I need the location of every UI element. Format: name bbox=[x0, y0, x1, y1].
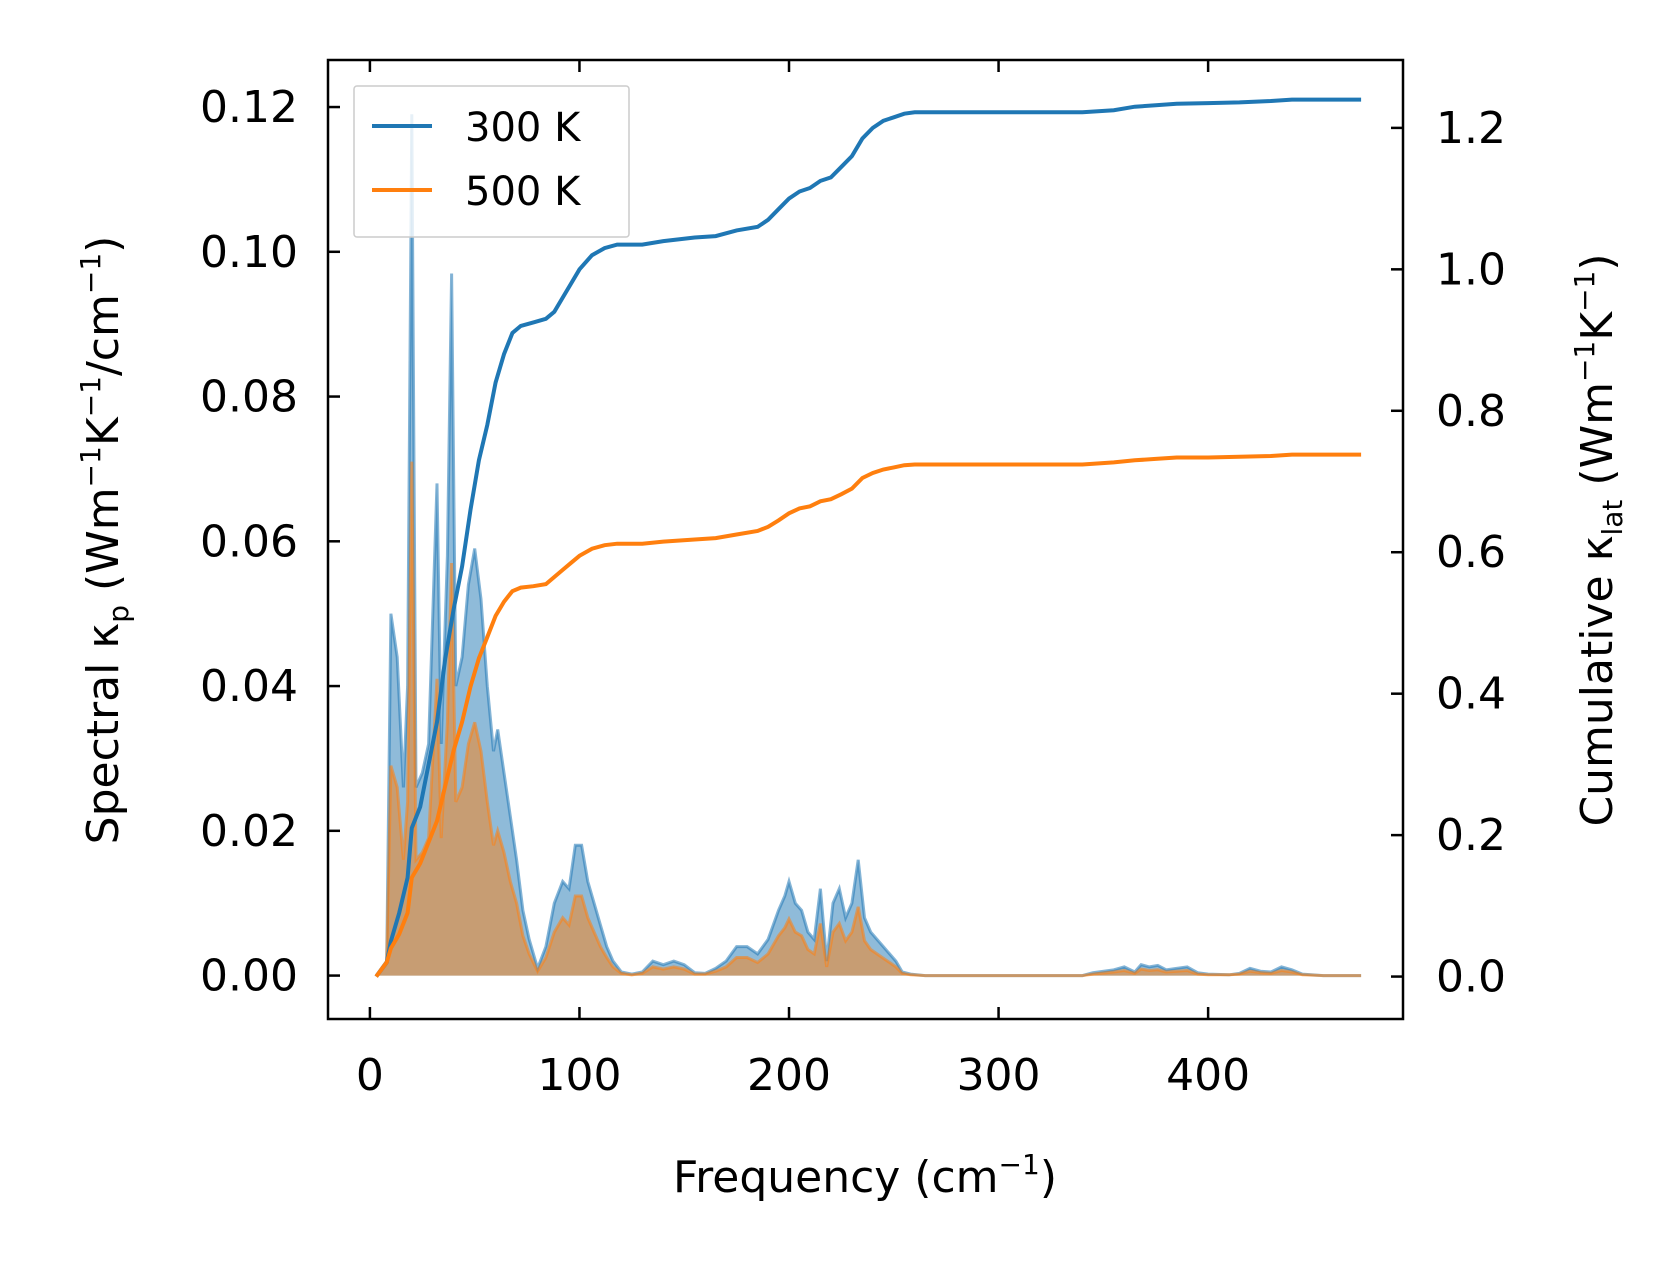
left-y-tick-label: 0.06 bbox=[200, 516, 298, 567]
right-y-axis-label: Cumulative κlat (Wm−1K−1) bbox=[1568, 253, 1629, 826]
x-tick-label: 400 bbox=[1166, 1050, 1250, 1101]
legend-label-500k: 500 K bbox=[465, 169, 582, 215]
left-y-tick-label: 0.04 bbox=[200, 661, 298, 712]
right-y-tick-label: 0.8 bbox=[1436, 386, 1506, 437]
right-y-tick-label: 0.2 bbox=[1436, 810, 1506, 861]
right-y-tick-label: 0.4 bbox=[1436, 669, 1506, 720]
cumulative-line-300k bbox=[374, 97, 1362, 978]
right-y-tick-label: 0.6 bbox=[1436, 527, 1506, 578]
right-y-tick-label: 1.0 bbox=[1436, 244, 1506, 295]
cumulative-line-500k bbox=[374, 452, 1362, 978]
left-y-tick-label: 0.10 bbox=[200, 227, 298, 278]
right-y-tick-label: 0.0 bbox=[1436, 952, 1506, 1003]
legend: 300 K 500 K bbox=[353, 85, 630, 238]
spectral-area-500k bbox=[376, 461, 1362, 976]
x-tick-label: 0 bbox=[356, 1050, 384, 1101]
right-y-tick-label: 1.2 bbox=[1436, 103, 1506, 154]
right-y-axis-ticks: 0.0 0.2 0.4 0.6 0.8 1.0 1.2 bbox=[1391, 103, 1506, 1003]
x-axis-ticks: 0 100 200 300 400 bbox=[356, 60, 1250, 1101]
x-tick-label: 200 bbox=[747, 1050, 831, 1101]
spectral-line-500k bbox=[374, 461, 1362, 978]
line-layer bbox=[374, 97, 1362, 978]
x-axis-label: Frequency (cm−1) bbox=[673, 1148, 1057, 1203]
left-y-tick-label: 0.08 bbox=[200, 372, 298, 423]
legend-label-300k: 300 K bbox=[465, 105, 582, 151]
left-y-axis-ticks: 0.00 0.02 0.04 0.06 0.08 0.10 0.12 bbox=[200, 82, 340, 1002]
spectral-fill-layer bbox=[374, 114, 1362, 978]
x-tick-label: 100 bbox=[537, 1050, 621, 1101]
x-tick-label: 300 bbox=[957, 1050, 1041, 1101]
left-y-tick-label: 0.02 bbox=[200, 806, 298, 857]
left-y-tick-label: 0.00 bbox=[200, 951, 298, 1002]
plot-frame bbox=[326, 58, 1405, 1021]
left-y-axis-label: Spectral κp (Wm−1K−1/cm−1) bbox=[74, 236, 135, 845]
legend-box bbox=[353, 85, 630, 238]
spectral-line-300k bbox=[374, 114, 1362, 978]
left-y-tick-label: 0.12 bbox=[200, 82, 298, 133]
